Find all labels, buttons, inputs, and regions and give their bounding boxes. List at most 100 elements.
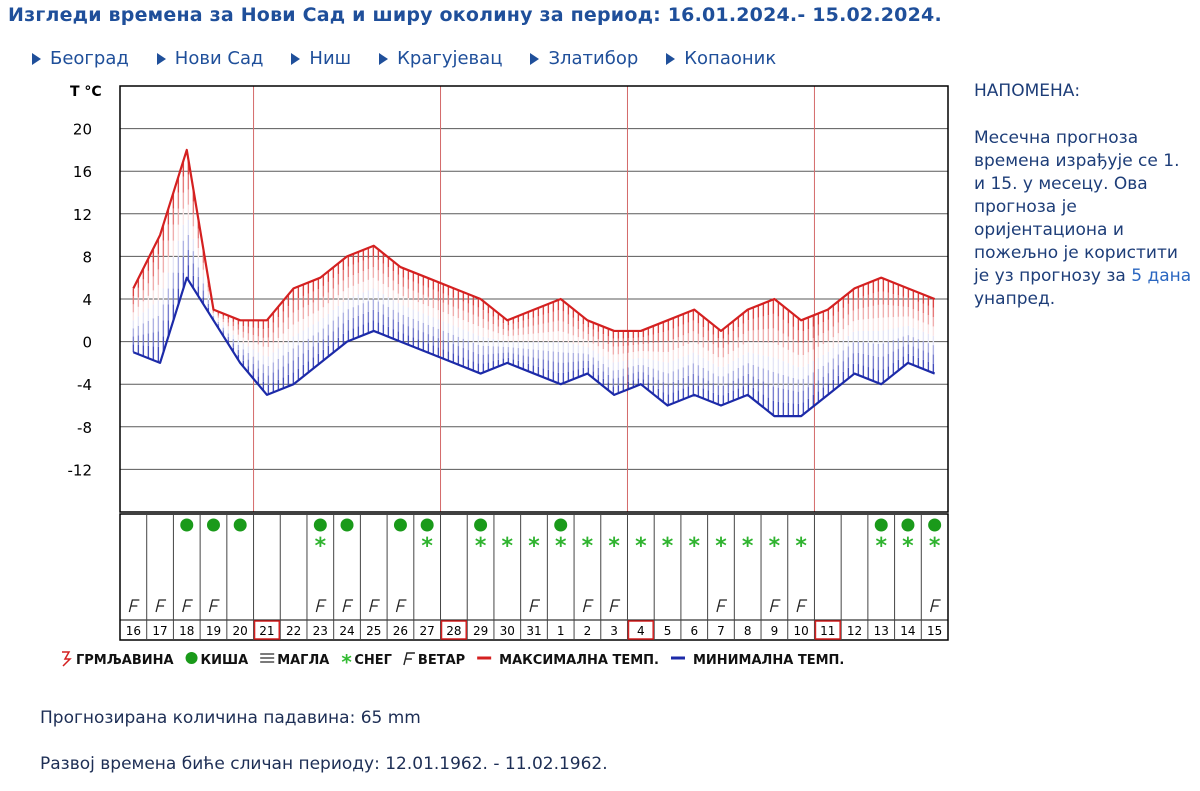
y-tick-label: 16 xyxy=(73,163,92,181)
day-label: 11 xyxy=(820,624,835,638)
note-link-5-days[interactable]: 5 дана xyxy=(1131,266,1192,286)
wind-icon xyxy=(403,652,415,666)
arrow-right-icon xyxy=(666,52,676,65)
rain-icon xyxy=(340,518,354,532)
precipitation-amount: Прогнозирана количина падавина: 65 mm xyxy=(40,708,421,728)
day-label: 8 xyxy=(744,624,752,638)
wind-icon xyxy=(395,599,407,613)
wind-icon xyxy=(582,599,594,613)
day-label: 31 xyxy=(526,624,541,638)
wind-icon xyxy=(769,599,781,613)
wind-icon xyxy=(208,599,220,613)
rain-icon xyxy=(901,518,915,532)
legend-label: МАКСИМАЛНА ТЕМП. xyxy=(499,653,659,668)
day-label: 2 xyxy=(584,624,592,638)
symbol-panel-frame xyxy=(119,513,949,641)
rain-icon xyxy=(474,518,488,532)
day-label: 10 xyxy=(793,624,808,638)
day-label: 26 xyxy=(393,624,408,638)
snow-icon: * xyxy=(929,534,941,559)
snow-icon: * xyxy=(769,534,781,559)
day-label: 14 xyxy=(900,624,915,638)
nav-link-zlatibor[interactable]: Златибор xyxy=(530,48,638,69)
max-temperature-line xyxy=(132,148,936,333)
y-tick-label: 0 xyxy=(82,334,92,352)
rain-icon xyxy=(874,518,888,532)
y-tick-label: -12 xyxy=(68,461,93,479)
snow-icon: * xyxy=(475,534,487,559)
day-label: 12 xyxy=(847,624,862,638)
arrow-right-icon xyxy=(156,52,166,65)
nav-link-nis[interactable]: Ниш xyxy=(291,48,351,69)
y-axis-label: T °C xyxy=(70,84,102,100)
page-title: Изгледи времена за Нови Сад и ширу околи… xyxy=(8,4,942,26)
snow-icon: * xyxy=(715,534,727,559)
y-tick-label: 8 xyxy=(82,248,92,266)
day-label: 22 xyxy=(286,624,301,638)
day-label: 28 xyxy=(446,624,461,638)
rain-icon xyxy=(185,652,198,664)
nav-link-beograd[interactable]: Београд xyxy=(32,48,129,69)
nav-link-kragujevac[interactable]: Крагујевац xyxy=(379,48,502,69)
note-body: Месечна прогноза времена израђује се 1. … xyxy=(974,127,1194,311)
snow-icon: * xyxy=(502,534,514,559)
wind-icon xyxy=(529,599,540,613)
snow-icon: * xyxy=(689,534,701,559)
y-tick-label: -4 xyxy=(77,376,92,394)
rain-icon xyxy=(206,518,220,532)
day-label: 24 xyxy=(339,624,354,638)
nav-link-label: Крагујевац xyxy=(397,48,503,69)
wind-icon xyxy=(930,599,941,613)
snow-icon: * xyxy=(555,534,567,559)
nav-link-kopaonik[interactable]: Копаоник xyxy=(666,48,776,69)
snow-icon: * xyxy=(608,534,620,559)
similar-period: Развој времена биће сличан периоду: 12.0… xyxy=(40,754,608,774)
legend-label: ВЕТАР xyxy=(418,653,465,668)
chart-frame xyxy=(119,85,949,513)
day-label: 30 xyxy=(500,624,515,638)
day-label: 15 xyxy=(927,624,942,638)
day-label: 16 xyxy=(126,624,141,638)
arrow-right-icon xyxy=(379,52,389,65)
day-label: 13 xyxy=(874,624,889,638)
day-label: 20 xyxy=(233,624,248,638)
snow-icon: * xyxy=(902,534,914,559)
day-label-highlight xyxy=(814,620,841,640)
rain-icon xyxy=(554,518,568,532)
rain-icon xyxy=(313,518,327,532)
day-label-highlight xyxy=(440,620,467,640)
note-panel: НАПОМЕНА: Месечна прогноза времена израђ… xyxy=(974,80,1194,311)
snow-icon: * xyxy=(662,534,674,559)
nav-link-label: Ниш xyxy=(309,48,352,69)
arrow-right-icon xyxy=(530,52,540,65)
day-label: 9 xyxy=(771,624,779,638)
legend-label: СНЕГ xyxy=(354,653,392,668)
note-text: Месечна прогноза времена израђује се 1. … xyxy=(974,128,1180,286)
legend-label: МАГЛА xyxy=(277,653,329,668)
wind-icon xyxy=(315,599,327,613)
day-label: 18 xyxy=(179,624,194,638)
snow-icon: * xyxy=(315,534,327,559)
day-label: 21 xyxy=(259,624,274,638)
day-label-highlight xyxy=(253,620,281,640)
wind-icon xyxy=(128,599,140,613)
day-label: 23 xyxy=(313,624,328,638)
day-label: 3 xyxy=(610,624,618,638)
legend-label: МИНИМАЛНА ТЕМП. xyxy=(693,653,844,668)
city-nav: Београд Нови Сад Ниш Крагујевац Златибор… xyxy=(32,48,804,69)
thunder-icon xyxy=(62,651,72,667)
snow-icon: * xyxy=(742,534,754,559)
snow-icon: * xyxy=(528,534,540,559)
snow-icon: * xyxy=(582,534,594,559)
snow-icon: * xyxy=(635,534,647,559)
y-tick-label: 12 xyxy=(73,206,92,224)
wind-icon xyxy=(369,599,380,613)
legend-label: ГРМЉАВИНА xyxy=(76,653,174,668)
nav-link-novi-sad[interactable]: Нови Сад xyxy=(156,48,263,69)
wind-icon xyxy=(796,599,808,613)
legend-label: КИША xyxy=(201,653,249,668)
note-heading: НАПОМЕНА: xyxy=(974,81,1081,101)
rain-icon xyxy=(180,518,194,532)
day-label: 27 xyxy=(420,624,435,638)
